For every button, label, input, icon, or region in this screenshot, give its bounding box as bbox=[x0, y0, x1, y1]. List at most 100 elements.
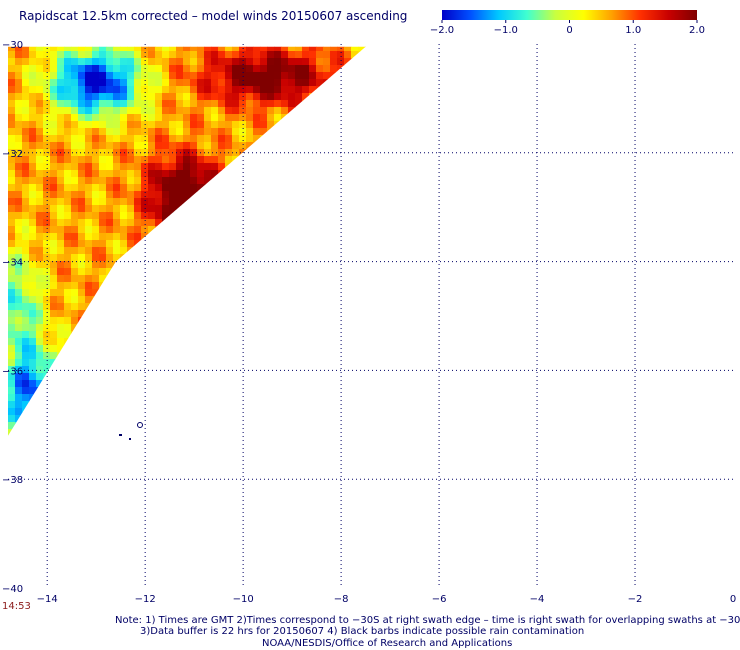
wind-cell bbox=[246, 51, 254, 59]
wind-cell bbox=[267, 72, 275, 80]
wind-cell bbox=[141, 219, 149, 227]
wind-cell bbox=[43, 79, 51, 87]
wind-cell bbox=[197, 163, 205, 171]
wind-cell bbox=[64, 310, 72, 318]
wind-cell bbox=[239, 142, 247, 150]
wind-cell bbox=[106, 72, 114, 80]
wind-cell bbox=[155, 93, 163, 101]
wind-cell bbox=[85, 142, 93, 150]
wind-cell bbox=[8, 233, 16, 241]
wind-cell bbox=[29, 254, 37, 262]
note-line-2: 3)Data buffer is 22 hrs for 20150607 4) … bbox=[140, 626, 585, 637]
wind-cell bbox=[64, 226, 72, 234]
note-line-1: Note: 1) Times are GMT 2)Times correspon… bbox=[115, 615, 740, 626]
wind-cell bbox=[78, 184, 86, 192]
wind-cell bbox=[337, 58, 345, 66]
wind-cell bbox=[8, 100, 16, 108]
wind-cell bbox=[36, 79, 44, 87]
wind-cell bbox=[57, 226, 65, 234]
wind-cell bbox=[162, 212, 170, 220]
wind-cell bbox=[169, 135, 177, 143]
wind-cell bbox=[64, 142, 72, 150]
wind-cell bbox=[302, 86, 310, 94]
wind-cell bbox=[57, 205, 65, 213]
wind-cell bbox=[113, 107, 121, 115]
wind-cell bbox=[183, 135, 191, 143]
wind-cell bbox=[22, 401, 30, 409]
wind-cell bbox=[36, 72, 44, 80]
wind-cell bbox=[15, 163, 23, 171]
wind-cell bbox=[148, 135, 156, 143]
wind-cell bbox=[43, 331, 51, 339]
wind-cell bbox=[36, 65, 44, 73]
wind-cell bbox=[162, 149, 170, 157]
wind-cell bbox=[29, 205, 37, 213]
wind-cell bbox=[99, 268, 107, 276]
wind-cell bbox=[295, 58, 303, 66]
wind-cell bbox=[274, 86, 282, 94]
wind-cell bbox=[36, 198, 44, 206]
wind-cell bbox=[204, 170, 212, 178]
wind-cell bbox=[127, 240, 135, 248]
wind-cell bbox=[29, 275, 37, 283]
wind-cell bbox=[141, 58, 149, 66]
wind-cell bbox=[260, 100, 268, 108]
wind-cell bbox=[50, 100, 58, 108]
wind-cell bbox=[92, 233, 100, 241]
wind-cell bbox=[22, 338, 30, 346]
wind-cell bbox=[351, 51, 359, 59]
wind-cell bbox=[22, 282, 30, 290]
wind-cell bbox=[29, 240, 37, 248]
wind-cell bbox=[36, 233, 44, 241]
wind-cell bbox=[232, 79, 240, 87]
wind-cell bbox=[120, 128, 128, 136]
wind-cell bbox=[43, 135, 51, 143]
wind-cell bbox=[22, 247, 30, 255]
wind-cell bbox=[246, 107, 254, 115]
wind-cell bbox=[8, 65, 16, 73]
wind-cell bbox=[15, 177, 23, 185]
wind-cell bbox=[120, 177, 128, 185]
wind-cell bbox=[15, 352, 23, 360]
wind-cell bbox=[92, 261, 100, 269]
wind-cell bbox=[22, 317, 30, 325]
wind-cell bbox=[183, 142, 191, 150]
wind-cell bbox=[260, 79, 268, 87]
wind-cell bbox=[78, 303, 86, 311]
wind-cell bbox=[155, 135, 163, 143]
wind-cell bbox=[71, 233, 79, 241]
wind-cell bbox=[8, 205, 16, 213]
wind-cell bbox=[204, 128, 212, 136]
wind-cell bbox=[253, 72, 261, 80]
wind-cell bbox=[85, 233, 93, 241]
wind-cell bbox=[92, 205, 100, 213]
wind-cell bbox=[22, 324, 30, 332]
wind-cell bbox=[127, 177, 135, 185]
wind-cell bbox=[57, 261, 65, 269]
wind-cell bbox=[253, 79, 261, 87]
lon-label: 0 bbox=[730, 594, 736, 605]
wind-cell bbox=[155, 65, 163, 73]
wind-cell bbox=[22, 359, 30, 367]
wind-cell bbox=[120, 156, 128, 164]
wind-cell bbox=[99, 51, 107, 59]
wind-cell bbox=[106, 107, 114, 115]
wind-cell bbox=[8, 191, 16, 199]
wind-cell bbox=[99, 198, 107, 206]
wind-cell bbox=[8, 282, 16, 290]
wind-cell bbox=[22, 240, 30, 248]
wind-cell bbox=[8, 268, 16, 276]
wind-cell bbox=[141, 184, 149, 192]
wind-cell bbox=[106, 191, 114, 199]
wind-cell bbox=[169, 156, 177, 164]
wind-cell bbox=[232, 86, 240, 94]
wind-cell bbox=[183, 72, 191, 80]
wind-cell bbox=[15, 72, 23, 80]
wind-cell bbox=[85, 100, 93, 108]
time-stamp: 14:53 bbox=[2, 601, 31, 610]
wind-cell bbox=[78, 240, 86, 248]
wind-cell bbox=[106, 261, 114, 269]
wind-cell bbox=[211, 121, 219, 129]
wind-cell bbox=[232, 93, 240, 101]
wind-cell bbox=[134, 198, 142, 206]
